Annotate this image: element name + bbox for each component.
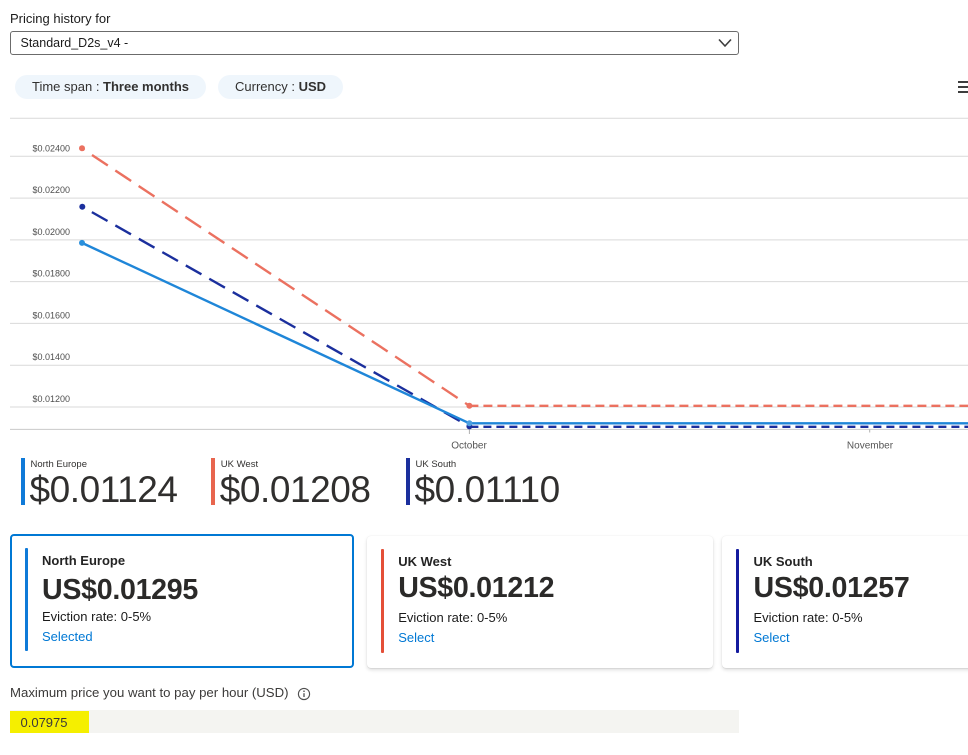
svg-text:November: November xyxy=(847,441,894,452)
svg-text:$0.02200: $0.02200 xyxy=(32,185,70,195)
svg-text:$0.01400: $0.01400 xyxy=(32,352,70,362)
svg-text:$0.01200: $0.01200 xyxy=(32,394,70,404)
svg-text:October: October xyxy=(451,441,487,452)
svg-text:$0.01800: $0.01800 xyxy=(32,269,70,279)
svg-text:$0.02400: $0.02400 xyxy=(32,143,70,153)
svg-text:$0.01600: $0.01600 xyxy=(32,310,70,320)
svg-text:$0.02000: $0.02000 xyxy=(32,227,70,237)
